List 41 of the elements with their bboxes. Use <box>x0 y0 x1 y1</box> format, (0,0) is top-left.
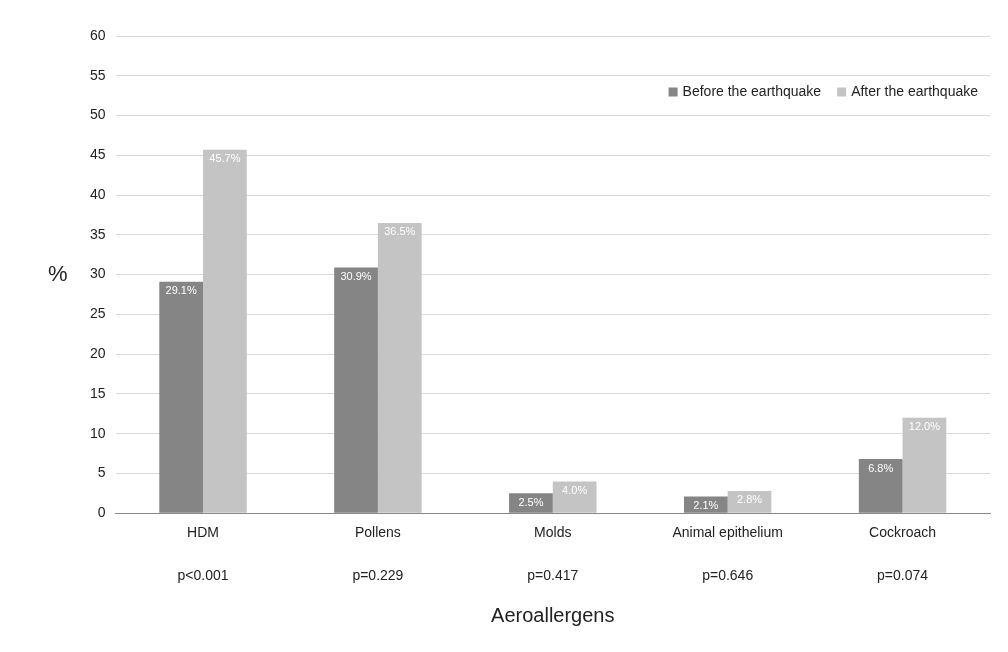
data-label: 12.0% <box>908 420 941 433</box>
y-axis-title: % <box>48 260 68 286</box>
data-label: 29.1% <box>165 284 197 297</box>
data-label: 4.0% <box>562 483 588 496</box>
bar <box>377 222 422 513</box>
x-tick-label: HDM <box>187 524 219 541</box>
y-tick-label: 30 <box>89 265 106 282</box>
y-tick-label: 25 <box>89 305 106 322</box>
legend-label: After the earthquake <box>851 82 979 99</box>
data-label: 2.5% <box>518 495 544 508</box>
data-label: 36.5% <box>384 225 416 238</box>
y-tick-label: 60 <box>89 26 106 43</box>
text: p=0.646 <box>702 567 754 584</box>
y-tick-label: 20 <box>89 344 106 361</box>
y-tick-label: 5 <box>97 464 106 481</box>
y-tick-label: 15 <box>89 384 106 401</box>
y-tick-label: 10 <box>89 424 106 441</box>
y-tick-label: 55 <box>89 66 106 83</box>
data-label: 45.7% <box>209 152 241 165</box>
bar <box>552 481 597 513</box>
legend-label: Before the earthquake <box>682 82 822 99</box>
data-label: 30.9% <box>340 269 372 282</box>
text: p=0.229 <box>352 567 404 584</box>
data-label: 6.8% <box>868 461 894 474</box>
x-axis-title: Aeroallergens <box>491 603 615 626</box>
x-tick-label: Cockroach <box>869 524 937 541</box>
data-label: 2.8% <box>736 493 763 506</box>
y-tick-label: 0 <box>97 504 106 521</box>
y-tick-label: 40 <box>89 185 106 202</box>
x-tick-label: Animal epithelium <box>672 524 783 541</box>
bar <box>203 149 247 513</box>
bar <box>902 417 947 513</box>
y-tick-label: 35 <box>89 225 106 242</box>
y-tick-label: 45 <box>89 146 106 163</box>
text: p=0.417 <box>527 567 579 584</box>
y-tick-label: 50 <box>89 106 106 123</box>
x-tick-label: Molds <box>534 524 572 541</box>
text: p=0.074 <box>877 567 929 584</box>
x-tick-label: Pollens <box>354 524 401 541</box>
text: p<0.001 <box>177 567 229 584</box>
data-label: 2.1% <box>693 499 719 512</box>
